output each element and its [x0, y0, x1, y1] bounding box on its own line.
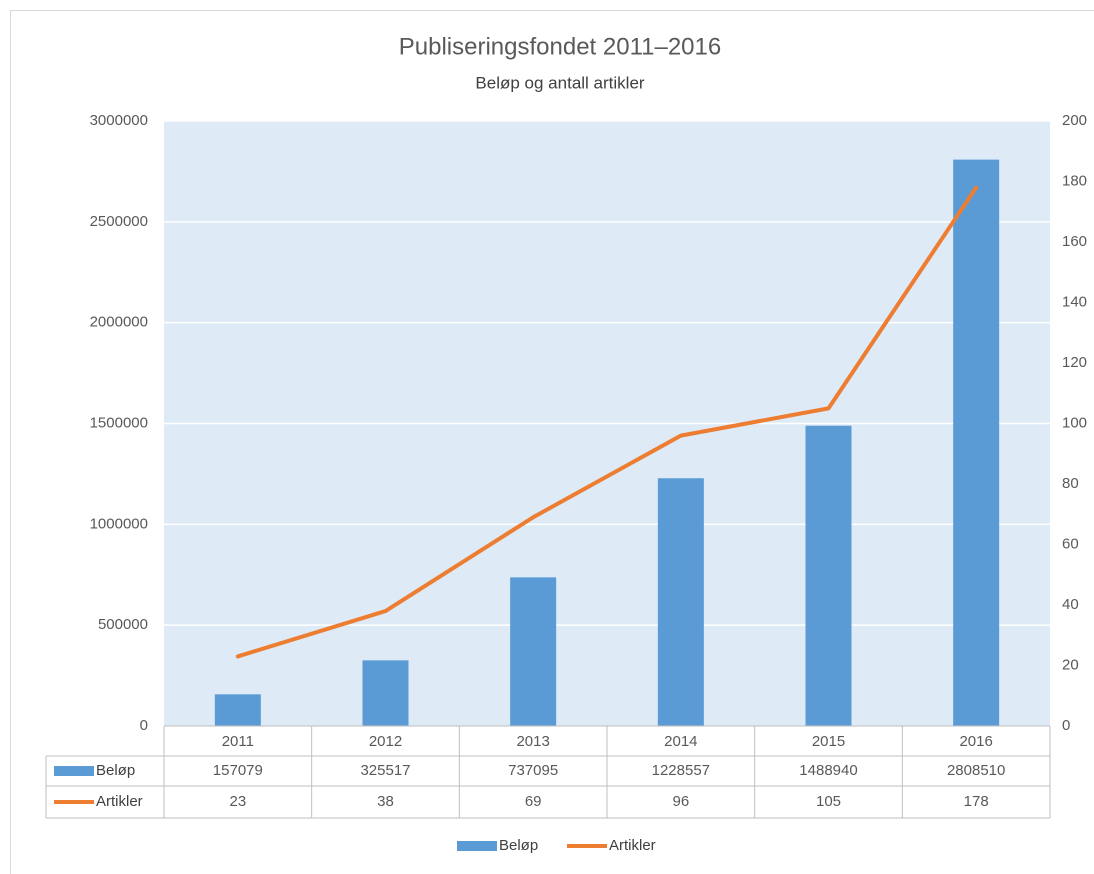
table-value: 325517 [360, 762, 410, 779]
y-tick-label: 2000000 [90, 314, 148, 331]
y2-tick-label: 80 [1062, 475, 1079, 492]
bar [953, 159, 1000, 726]
y-tick-label: 1500000 [90, 414, 148, 431]
table-series-name: Artikler [96, 793, 143, 810]
y2-tick-label: 140 [1062, 293, 1087, 310]
y2-tick-label: 0 [1062, 717, 1070, 734]
table-value: 737095 [508, 762, 558, 779]
legend-key [457, 841, 497, 851]
table-value: 38 [377, 793, 394, 810]
bar [214, 694, 261, 726]
y2-tick-label: 180 [1062, 172, 1087, 189]
bar [510, 577, 557, 726]
table-value: 157079 [213, 762, 263, 779]
y-tick-label: 1000000 [90, 515, 148, 532]
y-tick-label: 500000 [98, 616, 148, 633]
y2-tick-label: 120 [1062, 354, 1087, 371]
table-value: 69 [525, 793, 542, 810]
table-value: 96 [672, 793, 689, 810]
bar [362, 660, 409, 726]
y-tick-label: 2500000 [90, 213, 148, 230]
y-tick-label: 3000000 [90, 112, 148, 129]
table-value: 1228557 [652, 762, 710, 779]
table-value: 23 [229, 793, 246, 810]
table-value: 105 [816, 793, 841, 810]
line [235, 185, 979, 659]
y2-tick-label: 200 [1062, 112, 1087, 129]
y2-tick-label: 100 [1062, 414, 1087, 431]
y2-tick-label: 60 [1062, 535, 1079, 552]
y2-tick-label: 20 [1062, 656, 1079, 673]
chart-title: Publiseringsfondet 2011–2016 [399, 33, 721, 60]
y2-tick-label: 40 [1062, 596, 1079, 613]
legend-label: Artikler [609, 837, 656, 854]
x-tick-label: 2011 [222, 733, 254, 750]
y2-tick-label: 160 [1062, 233, 1087, 250]
x-tick-label: 2016 [959, 733, 992, 750]
bar [805, 425, 852, 726]
x-tick-label: 2014 [664, 733, 697, 750]
bar [657, 478, 704, 726]
table-series-name: Beløp [96, 762, 135, 779]
legend-label: Beløp [499, 837, 538, 854]
x-tick-label: 2012 [369, 733, 402, 750]
chart-subtitle: Beløp og antall artikler [475, 73, 644, 92]
table-value: 178 [964, 793, 989, 810]
table-value: 1488940 [799, 762, 857, 779]
y-tick-label: 0 [140, 717, 148, 734]
x-tick-label: 2013 [516, 733, 549, 750]
x-tick-label: 2015 [812, 733, 845, 750]
table-legend-key [54, 766, 94, 776]
table-value: 2808510 [947, 762, 1005, 779]
